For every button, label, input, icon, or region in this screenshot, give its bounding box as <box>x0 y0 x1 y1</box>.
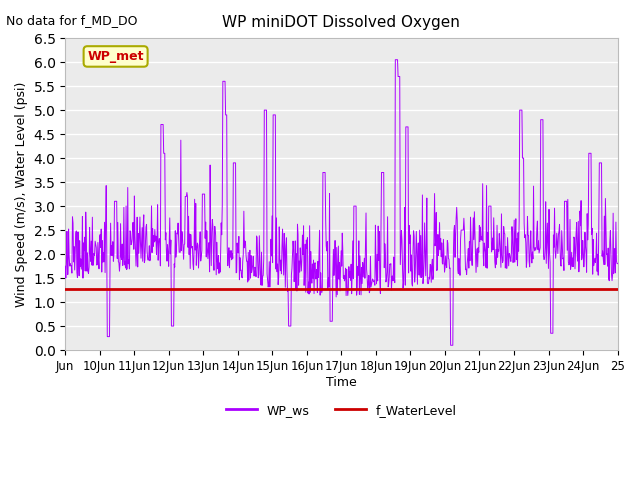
Y-axis label: Wind Speed (m/s), Water Level (psi): Wind Speed (m/s), Water Level (psi) <box>15 82 28 307</box>
Text: WP_met: WP_met <box>88 50 144 63</box>
Text: No data for f_MD_DO: No data for f_MD_DO <box>6 14 138 27</box>
X-axis label: Time: Time <box>326 375 356 388</box>
Title: WP miniDOT Dissolved Oxygen: WP miniDOT Dissolved Oxygen <box>223 15 460 30</box>
Legend: WP_ws, f_WaterLevel: WP_ws, f_WaterLevel <box>221 399 462 422</box>
